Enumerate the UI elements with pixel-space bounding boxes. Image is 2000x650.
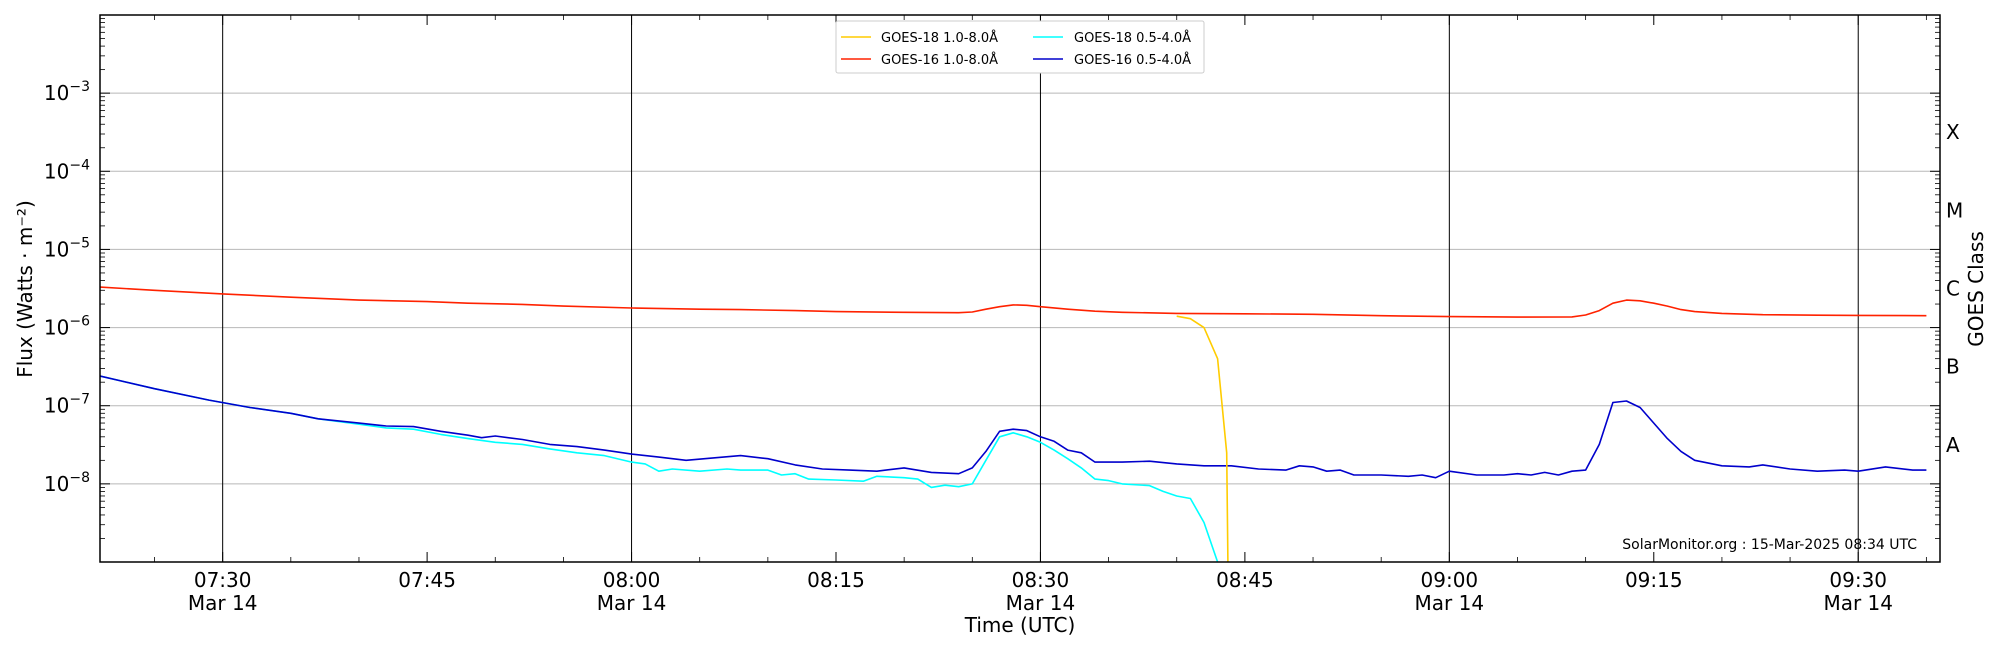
y-tick-label: 10−4 [44,157,90,183]
goes-class-label: M [1946,198,1963,222]
x-axis-label: Time (UTC) [964,613,1076,637]
y-tick-label: 10−5 [44,235,90,261]
grid-layer [100,15,1940,562]
series-line-3 [100,375,1927,479]
x-tick-date-label: Mar 14 [597,591,667,615]
right-axis-label: GOES Class [1964,231,1988,347]
y-tick-label: 10−8 [44,470,90,496]
x-tick-label: 08:00 [603,568,661,592]
x-tick-label: 09:00 [1421,568,1479,592]
plot-frame [99,14,1941,563]
y-axis-label: Flux (Watts · m⁻²) [13,200,37,378]
goes-class-label: C [1946,277,1960,301]
x-tick-label: 09:30 [1829,568,1887,592]
legend: GOES-18 1.0-8.0Å GOES-16 1.0-8.0Å GOES-1… [835,20,1205,74]
series-line-0 [1176,315,1229,562]
goes-class-label: A [1946,433,1960,457]
x-tick-label: 08:15 [807,568,865,592]
x-tick-label: 08:45 [1216,568,1274,592]
legend-label-goes18-long: GOES-18 1.0-8.0Å [881,30,998,46]
x-tick-label: 08:30 [1012,568,1070,592]
goes-class-label: X [1946,120,1960,144]
legend-label-goes16-long: GOES-16 1.0-8.0Å [881,52,998,68]
x-tick-date-label: Mar 14 [1006,591,1076,615]
legend-label-goes16-short: GOES-16 0.5-4.0Å [1074,52,1191,68]
x-tick-date-label: Mar 14 [1823,591,1893,615]
x-tick-label: 09:15 [1625,568,1683,592]
x-tick-label: 07:45 [398,568,456,592]
goes-class-label: B [1946,355,1960,379]
series-line-2 [100,375,1219,562]
legend-label-goes18-short: GOES-18 0.5-4.0Å [1074,30,1191,46]
series-line-1 [100,286,1927,318]
x-tick-date-label: Mar 14 [1415,591,1485,615]
series-layer [100,286,1927,562]
credit-text: SolarMonitor.org : 15-Mar-2025 08:34 UTC [1622,537,1917,553]
y-tick-label: 10−7 [44,392,90,418]
y-tick-label: 10−6 [44,314,90,340]
legend-box [835,20,1205,74]
x-tick-label: 07:30 [194,568,252,592]
y-tick-label: 10−3 [44,79,90,105]
x-tick-date-label: Mar 14 [188,591,258,615]
